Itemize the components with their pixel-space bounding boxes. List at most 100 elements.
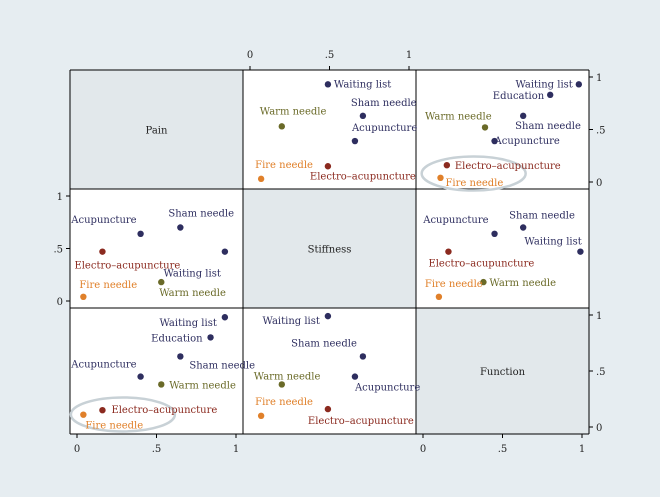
point-label-electro-acupuncture: Electro–acupuncture — [74, 261, 180, 272]
highlight-ellipse — [420, 155, 527, 192]
y-tick-label: 1 — [596, 73, 602, 84]
x-tick-label: 0 — [420, 444, 426, 455]
point-label-warm-needle: Warm needle — [254, 371, 321, 382]
point-sham-needle — [519, 224, 527, 231]
point-label-electro-acupuncture: Electro–acupuncture — [308, 416, 414, 427]
point-label-sham-needle: Sham needle — [515, 121, 581, 132]
point-label-waiting-list: Waiting list — [515, 79, 572, 90]
diagonal-cell-pain — [70, 70, 243, 189]
point-sham-needle — [519, 112, 527, 120]
y-tick-label: 0 — [596, 423, 602, 434]
point-electro-acupuncture — [324, 163, 332, 170]
x-tick-label: 0 — [247, 50, 253, 61]
highlight-ellipse — [69, 396, 177, 433]
point-education — [207, 334, 214, 341]
point-label-sham-needle: Sham needle — [351, 98, 417, 109]
point-label-sham-needle: Sham needle — [189, 360, 255, 371]
point-label-fire-needle: Fire needle — [255, 160, 313, 171]
point-label-waiting-list: Waiting list — [524, 237, 581, 248]
point-warm-needle — [278, 381, 285, 388]
point-fire-needle — [80, 293, 87, 300]
diagonal-cell-function — [416, 308, 589, 434]
point-label-education: Education — [151, 333, 203, 344]
point-acupuncture — [351, 137, 359, 145]
y-tick-label: 1 — [596, 311, 602, 322]
x-tick-label: 1 — [406, 50, 412, 61]
point-waiting-list — [221, 314, 229, 321]
point-label-fire-needle: Fire needle — [255, 397, 313, 408]
y-tick-label: 1 — [57, 192, 63, 203]
point-label-acupuncture: Acupuncture — [70, 360, 136, 371]
y-tick-label: .5 — [596, 367, 606, 378]
point-sham-needle — [177, 224, 184, 231]
point-label-fire-needle: Fire needle — [445, 178, 503, 189]
point-label-warm-needle: Warm needle — [425, 111, 492, 122]
point-label-waiting-list: Waiting list — [160, 318, 217, 329]
point-sham-needle — [359, 353, 367, 360]
point-acupuncture — [137, 230, 144, 237]
diagonal-cell-stiffness — [243, 189, 416, 308]
point-sham-needle — [177, 353, 184, 360]
point-electro-acupuncture — [324, 405, 332, 413]
point-label-electro-acupuncture: Electro–acupuncture — [455, 161, 561, 172]
point-fire-needle — [257, 175, 265, 183]
point-label-waiting-list: Waiting list — [164, 269, 221, 280]
point-label-acupuncture: Acupuncture — [70, 215, 136, 226]
y-tick-label: 0 — [596, 178, 602, 189]
point-fire-needle — [80, 411, 87, 418]
point-label-sham-needle: Sham needle — [168, 209, 234, 220]
point-acupuncture — [491, 137, 498, 145]
variable-title-function: Function — [480, 367, 526, 378]
point-fire-needle — [437, 174, 444, 181]
x-tick-label: .5 — [325, 50, 335, 61]
point-label-electro-acupuncture: Electro–acupuncture — [428, 259, 534, 270]
point-sham-needle — [359, 112, 367, 120]
point-label-warm-needle: Warm needle — [489, 278, 556, 289]
point-electro-acupuncture — [99, 248, 106, 255]
point-label-warm-needle: Warm needle — [260, 106, 327, 117]
point-warm-needle — [481, 124, 489, 131]
x-tick-label: 1 — [233, 444, 239, 455]
x-tick-label: 0 — [74, 444, 80, 455]
x-tick-label: .5 — [152, 444, 162, 455]
point-label-electro-acupuncture: Electro–acupuncture — [310, 171, 416, 182]
point-waiting-list — [324, 81, 332, 88]
point-label-fire-needle: Fire needle — [85, 421, 143, 432]
point-waiting-list — [221, 248, 229, 255]
point-label-education: Education — [493, 91, 545, 102]
point-warm-needle — [480, 278, 487, 286]
point-label-fire-needle: Fire needle — [425, 279, 483, 290]
point-waiting-list — [575, 81, 583, 88]
point-electro-acupuncture — [99, 407, 106, 414]
variable-title-stiffness: Stiffness — [308, 245, 352, 256]
point-label-electro-acupuncture: Electro–acupuncture — [111, 405, 217, 416]
point-label-acupuncture: Acupuncture — [494, 136, 560, 147]
point-warm-needle — [158, 381, 165, 388]
point-acupuncture — [491, 230, 498, 237]
point-label-fire-needle: Fire needle — [79, 280, 137, 291]
variable-title-pain: Pain — [146, 126, 168, 137]
point-label-warm-needle: Warm needle — [169, 380, 236, 391]
point-education — [547, 91, 554, 99]
y-tick-label: .5 — [596, 126, 606, 137]
point-label-acupuncture: Acupuncture — [354, 383, 420, 394]
point-label-sham-needle: Sham needle — [509, 211, 575, 222]
x-tick-label: 1 — [579, 444, 585, 455]
point-waiting-list — [577, 248, 584, 255]
point-waiting-list — [324, 312, 332, 320]
point-label-waiting-list: Waiting list — [334, 79, 391, 90]
point-label-warm-needle: Warm needle — [159, 288, 226, 299]
point-warm-needle — [278, 123, 285, 130]
point-electro-acupuncture — [443, 162, 451, 169]
point-warm-needle — [158, 278, 165, 286]
point-label-sham-needle: Sham needle — [291, 338, 357, 349]
point-label-acupuncture: Acupuncture — [422, 215, 488, 226]
point-acupuncture — [137, 373, 144, 380]
y-tick-label: .5 — [53, 245, 63, 256]
point-label-acupuncture: Acupuncture — [351, 123, 417, 134]
x-tick-label: .5 — [498, 444, 508, 455]
point-fire-needle — [435, 293, 443, 300]
point-label-waiting-list: Waiting list — [263, 316, 320, 327]
point-acupuncture — [351, 373, 359, 380]
